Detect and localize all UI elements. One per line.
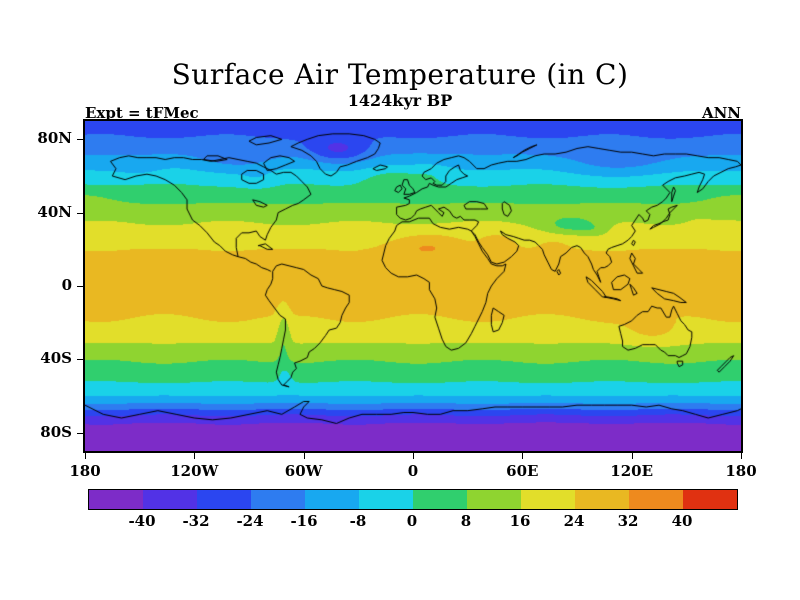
x-axis-tick-label: 120E — [610, 462, 654, 480]
colorbar-tick-label: -16 — [290, 512, 318, 530]
colorbar — [88, 489, 738, 510]
colorbar-cell — [305, 490, 359, 509]
x-axis-tick — [85, 453, 86, 459]
colorbar-cell — [89, 490, 143, 509]
x-axis-tick — [741, 453, 742, 459]
x-axis-tick — [413, 453, 414, 459]
colorbar-tick-label: 0 — [406, 512, 418, 530]
x-axis-tick — [631, 453, 633, 459]
y-axis-tick — [77, 432, 83, 434]
y-axis-tick-label: 80S — [40, 422, 72, 441]
colorbar-cell — [683, 490, 737, 509]
colorbar-tick-label: 32 — [617, 512, 639, 530]
colorbar-cell — [359, 490, 413, 509]
colorbar-cell — [413, 490, 467, 509]
x-axis-tick-label: 180 — [725, 462, 757, 480]
colorbar-cell — [143, 490, 197, 509]
y-axis-tick-label: 40N — [37, 202, 72, 221]
colorbar-tick-label: 16 — [509, 512, 531, 530]
x-axis-tick-label: 60W — [284, 462, 323, 480]
colorbar-cell — [629, 490, 683, 509]
y-axis-tick-label: 80N — [37, 129, 72, 148]
y-axis-tick-label: 0 — [61, 276, 72, 294]
colorbar-tick-label: -24 — [236, 512, 264, 530]
colorbar-tick-label: 24 — [563, 512, 585, 530]
x-axis-tick-label: 180 — [69, 462, 101, 480]
season-label: ANN — [701, 104, 741, 122]
colorbar-tick-label: 40 — [671, 512, 693, 530]
colorbar-cell — [467, 490, 521, 509]
experiment-label: Expt = tFMec — [85, 104, 199, 122]
x-axis-tick — [194, 453, 196, 459]
map-frame — [83, 119, 743, 453]
x-axis-tick-label: 120W — [170, 462, 219, 480]
colorbar-cell — [521, 490, 575, 509]
colorbar-cell — [197, 490, 251, 509]
colorbar-cell — [251, 490, 305, 509]
chart-title: Surface Air Temperature (in C) — [171, 58, 629, 91]
x-axis-tick-label: 60E — [506, 462, 539, 480]
colorbar-tick-label: -32 — [182, 512, 210, 530]
colorbar-tick-label: -8 — [349, 512, 367, 530]
colorbar-cell — [575, 490, 629, 509]
y-axis-tick — [77, 212, 83, 214]
y-axis-tick-label: 40S — [40, 349, 72, 368]
x-axis-tick-label: 0 — [407, 462, 419, 480]
x-axis-tick — [303, 453, 305, 459]
y-axis-tick — [77, 286, 83, 287]
colorbar-tick-label: 8 — [460, 512, 472, 530]
temperature-map-canvas — [85, 121, 741, 451]
x-axis-tick — [522, 453, 524, 459]
colorbar-tick-label: -40 — [128, 512, 156, 530]
y-axis-tick — [77, 139, 83, 141]
y-axis-tick — [77, 359, 83, 361]
chart-subtitle: 1424kyr BP — [347, 91, 453, 110]
